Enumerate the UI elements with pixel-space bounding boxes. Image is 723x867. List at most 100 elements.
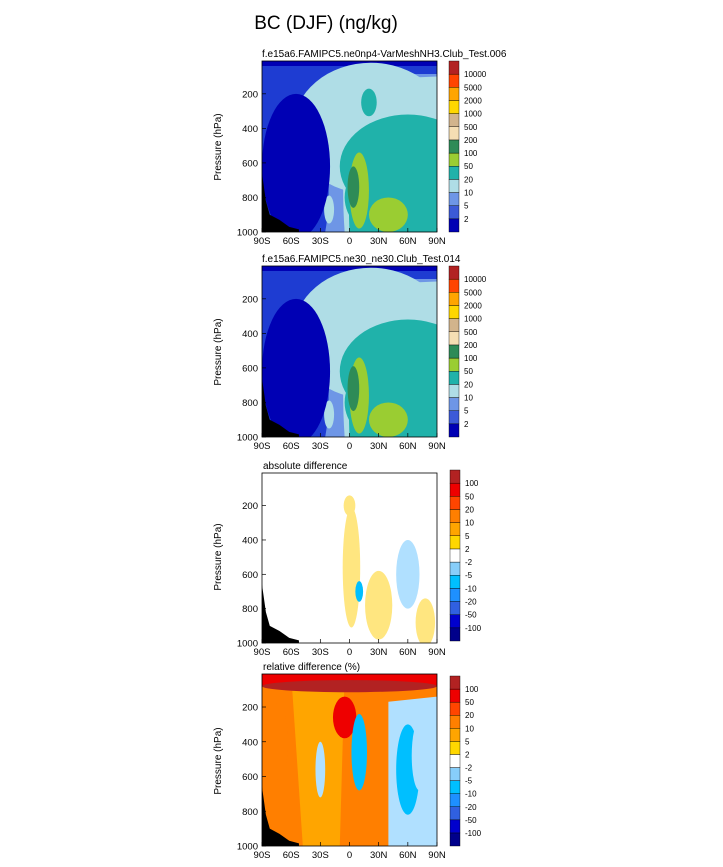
x-tick-label: 60S: [283, 850, 300, 861]
y-tick-label: 400: [242, 329, 258, 340]
y-tick-label: 1000: [237, 433, 258, 444]
contour-band: [315, 741, 326, 798]
x-tick-label: 0: [347, 236, 352, 247]
x-tick-label: 0: [347, 441, 352, 452]
colorbar-label: -5: [465, 777, 473, 786]
colorbar-swatch: [448, 371, 460, 385]
x-tick-label: 60S: [283, 236, 300, 247]
colorbar-label: 500: [464, 123, 478, 132]
colorbar: -100 -50 -20 -10 -5 -2 2 5 10 20 50 100: [449, 675, 482, 847]
colorbar-label: 10000: [464, 70, 487, 79]
colorbar-label: -2: [465, 558, 473, 567]
contour-band: [332, 696, 357, 739]
colorbar-swatch: [449, 741, 461, 755]
contour-band: [351, 713, 367, 791]
x-tick-label: 30S: [312, 441, 329, 452]
contour-field: [262, 674, 437, 846]
panel-control-case: f.e15a6.FAMIPC5.ne30_ne30.Club_Test.014 …: [213, 254, 487, 452]
colorbar-swatch: [448, 292, 460, 306]
panel-absolute-difference: absolute difference Pressure (hPa) 90S 60…: [213, 461, 482, 658]
colorbar-label: 5: [464, 407, 469, 416]
colorbar-swatch: [448, 357, 460, 372]
colorbar-label: 2000: [464, 96, 482, 105]
figure-title: BC (DJF) (ng/kg): [254, 13, 398, 34]
colorbar: 2 5 10 20 50 100 200 500 1000 2000 5000 10000: [448, 60, 487, 233]
contour-field: [262, 266, 437, 437]
y-tick-label: 200: [242, 703, 258, 714]
colorbar-label: 1000: [464, 315, 482, 324]
colorbar-label: 50: [465, 698, 474, 707]
contour-band: [347, 166, 360, 208]
x-tick-label: 60S: [283, 647, 300, 658]
y-tick-label: 200: [242, 89, 258, 100]
colorbar-swatch: [448, 265, 460, 280]
contour-band: [262, 298, 331, 437]
colorbar: 2 5 10 20 50 100 200 500 1000 2000 5000 10000: [448, 265, 487, 438]
contour-band: [411, 720, 428, 791]
x-tick-label: 60S: [283, 441, 300, 452]
colorbar-swatch: [449, 509, 461, 523]
colorbar-swatch: [448, 152, 460, 167]
colorbar-swatch: [449, 496, 461, 510]
contour-band: [264, 703, 289, 780]
colorbar-swatch: [448, 384, 460, 398]
colorbar-swatch: [448, 179, 460, 193]
panel-relative-difference: relative difference (%) Pressure (hPa) 9…: [213, 662, 482, 861]
colorbar-swatch: [449, 548, 461, 563]
terrain-mask: [262, 786, 299, 846]
panel-title: absolute difference: [263, 461, 348, 472]
colorbar-swatch: [449, 601, 461, 615]
colorbar-label: 2: [464, 215, 469, 224]
colorbar-label: 5: [464, 202, 469, 211]
y-tick-label: 400: [242, 124, 258, 135]
contour-band: [368, 197, 408, 232]
y-tick-label: 400: [242, 737, 258, 748]
colorbar-label: 10: [464, 189, 473, 198]
colorbar-label: 500: [464, 328, 478, 337]
terrain-mask: [262, 378, 299, 437]
colorbar-label: 2: [464, 420, 469, 429]
colorbar-swatch: [449, 522, 461, 536]
contour-band: [324, 195, 335, 224]
colorbar-swatch: [448, 344, 460, 359]
colorbar-label: -50: [465, 611, 477, 620]
y-tick-label: 1000: [237, 842, 258, 853]
colorbar-swatch: [448, 278, 460, 293]
colorbar-swatch: [448, 139, 460, 154]
colorbar-swatch: [448, 73, 460, 88]
colorbar-label: 50: [464, 367, 473, 376]
colorbar-swatch: [448, 126, 460, 141]
colorbar-swatch: [449, 832, 461, 847]
x-tick-label: 90S: [254, 850, 271, 861]
colorbar-swatch: [449, 614, 461, 629]
colorbar-label: 20: [464, 380, 473, 389]
y-tick-label: 600: [242, 363, 258, 374]
x-tick-label: 30N: [370, 850, 388, 861]
colorbar-swatch: [449, 767, 461, 781]
x-tick-label: 60N: [399, 647, 417, 658]
colorbar-label: 200: [464, 136, 478, 145]
colorbar-label: -2: [465, 764, 473, 773]
colorbar-swatch: [448, 318, 460, 332]
colorbar-label: -5: [465, 571, 473, 580]
colorbar-label: 10000: [464, 275, 487, 284]
colorbar-label: 20: [465, 505, 474, 514]
y-axis-label: Pressure (hPa): [213, 727, 224, 794]
y-tick-label: 600: [242, 772, 258, 783]
colorbar-label: -10: [465, 790, 477, 799]
colorbar-swatch: [448, 205, 460, 220]
colorbar-swatch: [449, 688, 461, 703]
x-tick-label: 90N: [428, 236, 446, 247]
y-tick-label: 800: [242, 398, 258, 409]
panel-title: relative difference (%): [263, 662, 360, 673]
panel-title: f.e15a6.FAMIPC5.ne0np4-VarMeshNH3.Club_T…: [262, 49, 507, 60]
panel-test-case: f.e15a6.FAMIPC5.ne0np4-VarMeshNH3.Club_T…: [213, 49, 507, 247]
y-axis-label: Pressure (hPa): [213, 523, 224, 590]
colorbar-label: 2: [465, 750, 470, 759]
y-tick-label: 600: [242, 158, 258, 169]
colorbar-label: 100: [465, 479, 479, 488]
colorbar-label: 10: [465, 519, 474, 528]
x-tick-label: 30S: [312, 647, 329, 658]
colorbar-swatch: [448, 305, 460, 319]
